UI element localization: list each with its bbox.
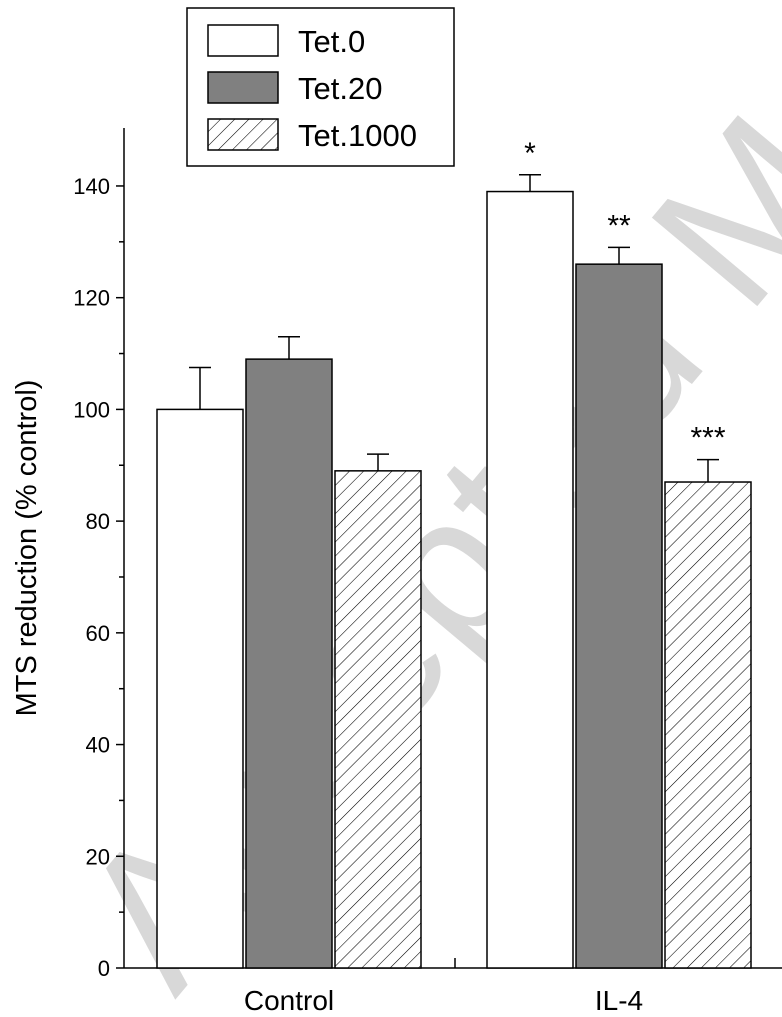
significance-marker: * bbox=[524, 137, 536, 170]
x-category-label: IL-4 bbox=[595, 985, 643, 1016]
y-tick-label: 0 bbox=[98, 956, 110, 981]
y-tick-label: 100 bbox=[73, 397, 110, 422]
y-tick-label: 20 bbox=[86, 844, 110, 869]
legend-label: Tet.20 bbox=[298, 71, 382, 106]
legend-swatch-tet0 bbox=[207, 24, 279, 57]
y-tick-label: 80 bbox=[86, 509, 110, 534]
x-category-label: Control bbox=[244, 985, 334, 1016]
legend-label: Tet.0 bbox=[298, 24, 365, 59]
y-tick-label: 120 bbox=[73, 286, 110, 311]
significance-marker: ** bbox=[607, 209, 631, 242]
bar-il-4-tet0 bbox=[486, 190, 574, 969]
y-tick-label: 40 bbox=[86, 733, 110, 758]
significance-annotations: ****** bbox=[524, 137, 726, 455]
significance-marker: *** bbox=[690, 422, 725, 455]
x-ticks: Control IL-4 bbox=[244, 958, 643, 1016]
y-tick-label: 140 bbox=[73, 174, 110, 199]
bar-control-tet20 bbox=[245, 358, 333, 969]
y-axis-title: MTS reduction (% control) bbox=[11, 380, 43, 717]
legend-swatch-tet1000 bbox=[207, 118, 279, 151]
error-bars bbox=[189, 174, 719, 483]
bars bbox=[156, 190, 752, 969]
bar-control-tet1000 bbox=[334, 470, 422, 969]
legend-label: Tet.1000 bbox=[298, 118, 417, 153]
y-tick-label: 60 bbox=[86, 621, 110, 646]
y-ticks: 0 20 40 60 80 100 120 140 bbox=[73, 174, 124, 981]
bar-control-tet0 bbox=[156, 408, 244, 969]
legend-swatch-tet20 bbox=[207, 71, 279, 104]
bar-il-4-tet1000 bbox=[664, 481, 752, 969]
bar-il-4-tet20 bbox=[575, 263, 663, 969]
legend: Tet.0 Tet.20 Tet.1000 bbox=[186, 7, 455, 167]
